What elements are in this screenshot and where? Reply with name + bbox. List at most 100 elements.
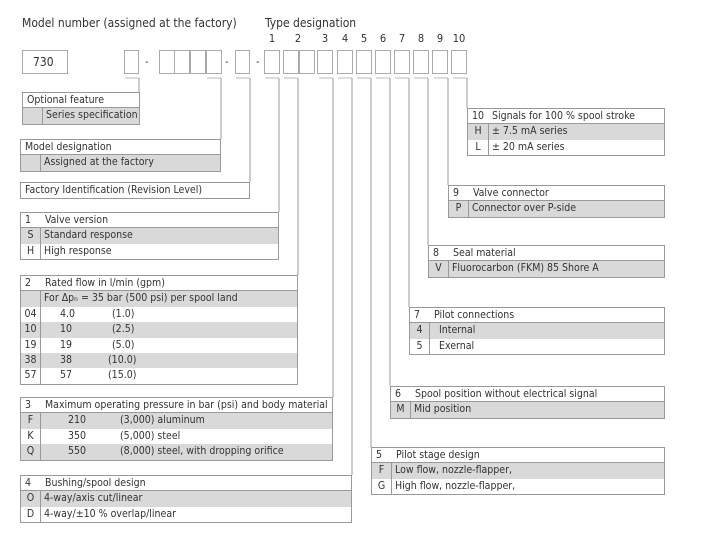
table-header: 6 Spool position without electrical signa…	[391, 387, 664, 403]
option-value: 19	[60, 338, 73, 351]
table-header: 9 Valve connector	[449, 186, 664, 202]
option-code: F	[372, 463, 392, 479]
option-code: V	[429, 261, 449, 277]
option-extra: (3,000) aluminum	[120, 414, 205, 427]
option-code: G	[372, 478, 392, 495]
section-title: Bushing/spool design	[45, 477, 146, 489]
code-input-box	[337, 50, 353, 74]
section-title: Rated flow in l/min (gpm)	[45, 277, 165, 289]
code-input-box	[283, 50, 299, 74]
table-model: Model designation Assigned at the factory	[20, 139, 221, 172]
type-designation-label: Type designation	[265, 16, 357, 30]
table-row: For Δpₙ = 35 bar (500 psi) per spool lan…	[21, 291, 297, 307]
code-input-box	[206, 50, 222, 74]
table-row: 10 10 (2.5)	[21, 322, 297, 338]
option-value: 4.0	[60, 307, 76, 320]
table-header: 8 Seal material	[429, 246, 664, 262]
option-code: Q	[21, 444, 41, 460]
table-row: L ± 20 mA series	[468, 139, 664, 156]
option-code: 04	[21, 306, 41, 323]
table-row: K 350 (5,000) steel	[21, 428, 332, 445]
model-code-box: 730	[22, 50, 68, 74]
table-row: 19 19 (5.0)	[21, 337, 297, 353]
option-code: F	[21, 413, 41, 429]
table-header: Model designation	[21, 140, 220, 156]
code-input-box	[451, 50, 467, 74]
section-number: 2	[25, 277, 32, 289]
table-header: 4 Bushing/spool design	[21, 476, 351, 492]
table-t2: 2 Rated flow in l/min (gpm) For Δpₙ = 35 b…	[20, 275, 298, 385]
table-row: H High response	[21, 243, 278, 260]
option-code: K	[21, 428, 41, 445]
option-code: 38	[21, 352, 41, 369]
option-description: ± 20 mA series	[492, 140, 565, 153]
table-row: P Connector over P-side	[449, 201, 664, 217]
table-row: 4 Internal	[410, 323, 664, 339]
option-code	[21, 291, 41, 307]
option-description: 4-way/axis cut/linear	[44, 492, 143, 505]
option-description: Internal	[439, 324, 476, 337]
table-t1: 1 Valve version S Standard response H High re…	[20, 212, 279, 261]
table-header: 1 Valve version	[21, 213, 278, 229]
code-input-box	[375, 50, 391, 74]
position-number: 3	[321, 32, 329, 45]
position-number: 6	[379, 32, 387, 45]
option-code	[23, 108, 43, 124]
option-code: S	[21, 228, 41, 244]
option-code: D	[21, 506, 41, 523]
table-t4: 4 Bushing/spool design O 4-way/axis cut/lin…	[20, 475, 352, 524]
table-t10: 10 Signals for 100 % spool stroke H ± 7.5 m…	[467, 108, 665, 157]
table-row: Q 550 (8,000) steel, with dropping orifice	[21, 444, 332, 460]
code-input-box	[124, 50, 139, 74]
table-row: S Standard response	[21, 228, 278, 244]
model-number-label: Model number (assigned at the factory)	[22, 16, 237, 30]
code-input-box	[432, 50, 448, 74]
position-number: 1	[268, 32, 276, 45]
table-header: 10 Signals for 100 % spool stroke	[468, 109, 664, 125]
option-code: L	[468, 139, 489, 156]
option-extra: (10.0)	[108, 353, 137, 366]
section-number: 4	[25, 477, 32, 489]
code-input-box	[264, 50, 280, 74]
section-title: Factory Identification (Revision Level)	[25, 184, 203, 196]
position-number: 8	[417, 32, 425, 45]
table-row: Assigned at the factory	[21, 155, 220, 171]
table-optional: Optional feature Series specification	[22, 92, 140, 125]
option-description: Low flow, nozzle-flapper,	[395, 464, 512, 477]
code-input-box	[174, 50, 190, 74]
option-description: Connector over P-side	[472, 202, 577, 215]
table-row: O 4-way/axis cut/linear	[21, 491, 351, 507]
code-input-box	[394, 50, 410, 74]
option-value: 38	[60, 353, 73, 366]
table-t5: 5 Pilot stage design F Low flow, nozzle-fla…	[371, 447, 665, 496]
option-description: High response	[44, 244, 112, 257]
table-header: 5 Pilot stage design	[372, 448, 664, 464]
table-factory: Factory Identification (Revision Level)	[20, 182, 250, 200]
option-value: 350	[68, 429, 87, 442]
table-row: Series specification	[23, 108, 139, 124]
table-row: 57 57 (15.0)	[21, 368, 297, 384]
option-code: 57	[21, 368, 41, 384]
option-description: High flow, nozzle-flapper,	[395, 479, 516, 492]
option-extra: (5.0)	[112, 338, 135, 351]
section-title: Maximum operating pressure in bar (psi) …	[45, 399, 328, 411]
table-row: M Mid position	[391, 402, 664, 418]
table-t9: 9 Valve connector P Connector over P-side	[448, 185, 665, 218]
option-description: Fluorocarbon (FKM) 85 Shore A	[452, 262, 599, 275]
code-input-box	[317, 50, 333, 74]
option-code: 5	[410, 338, 430, 355]
option-description: 4-way/±10 % overlap/linear	[44, 507, 176, 520]
separator-dash: -	[225, 55, 229, 68]
option-description: Series specification	[46, 109, 138, 122]
table-row: F 210 (3,000) aluminum	[21, 413, 332, 429]
table-header: 2 Rated flow in l/min (gpm)	[21, 276, 297, 292]
option-extra: (1.0)	[112, 307, 135, 320]
option-description: Assigned at the factory	[44, 156, 154, 169]
table-header: Optional feature	[23, 93, 139, 109]
option-code: 19	[21, 337, 41, 353]
table-t8: 8 Seal material V Fluorocarbon (FKM) 85 Sho…	[428, 245, 665, 278]
section-number: 8	[433, 247, 440, 259]
table-t3: 3 Maximum operating pressure in bar (psi)…	[20, 397, 333, 461]
position-number: 5	[360, 32, 368, 45]
table-row: G High flow, nozzle-flapper,	[372, 478, 664, 495]
